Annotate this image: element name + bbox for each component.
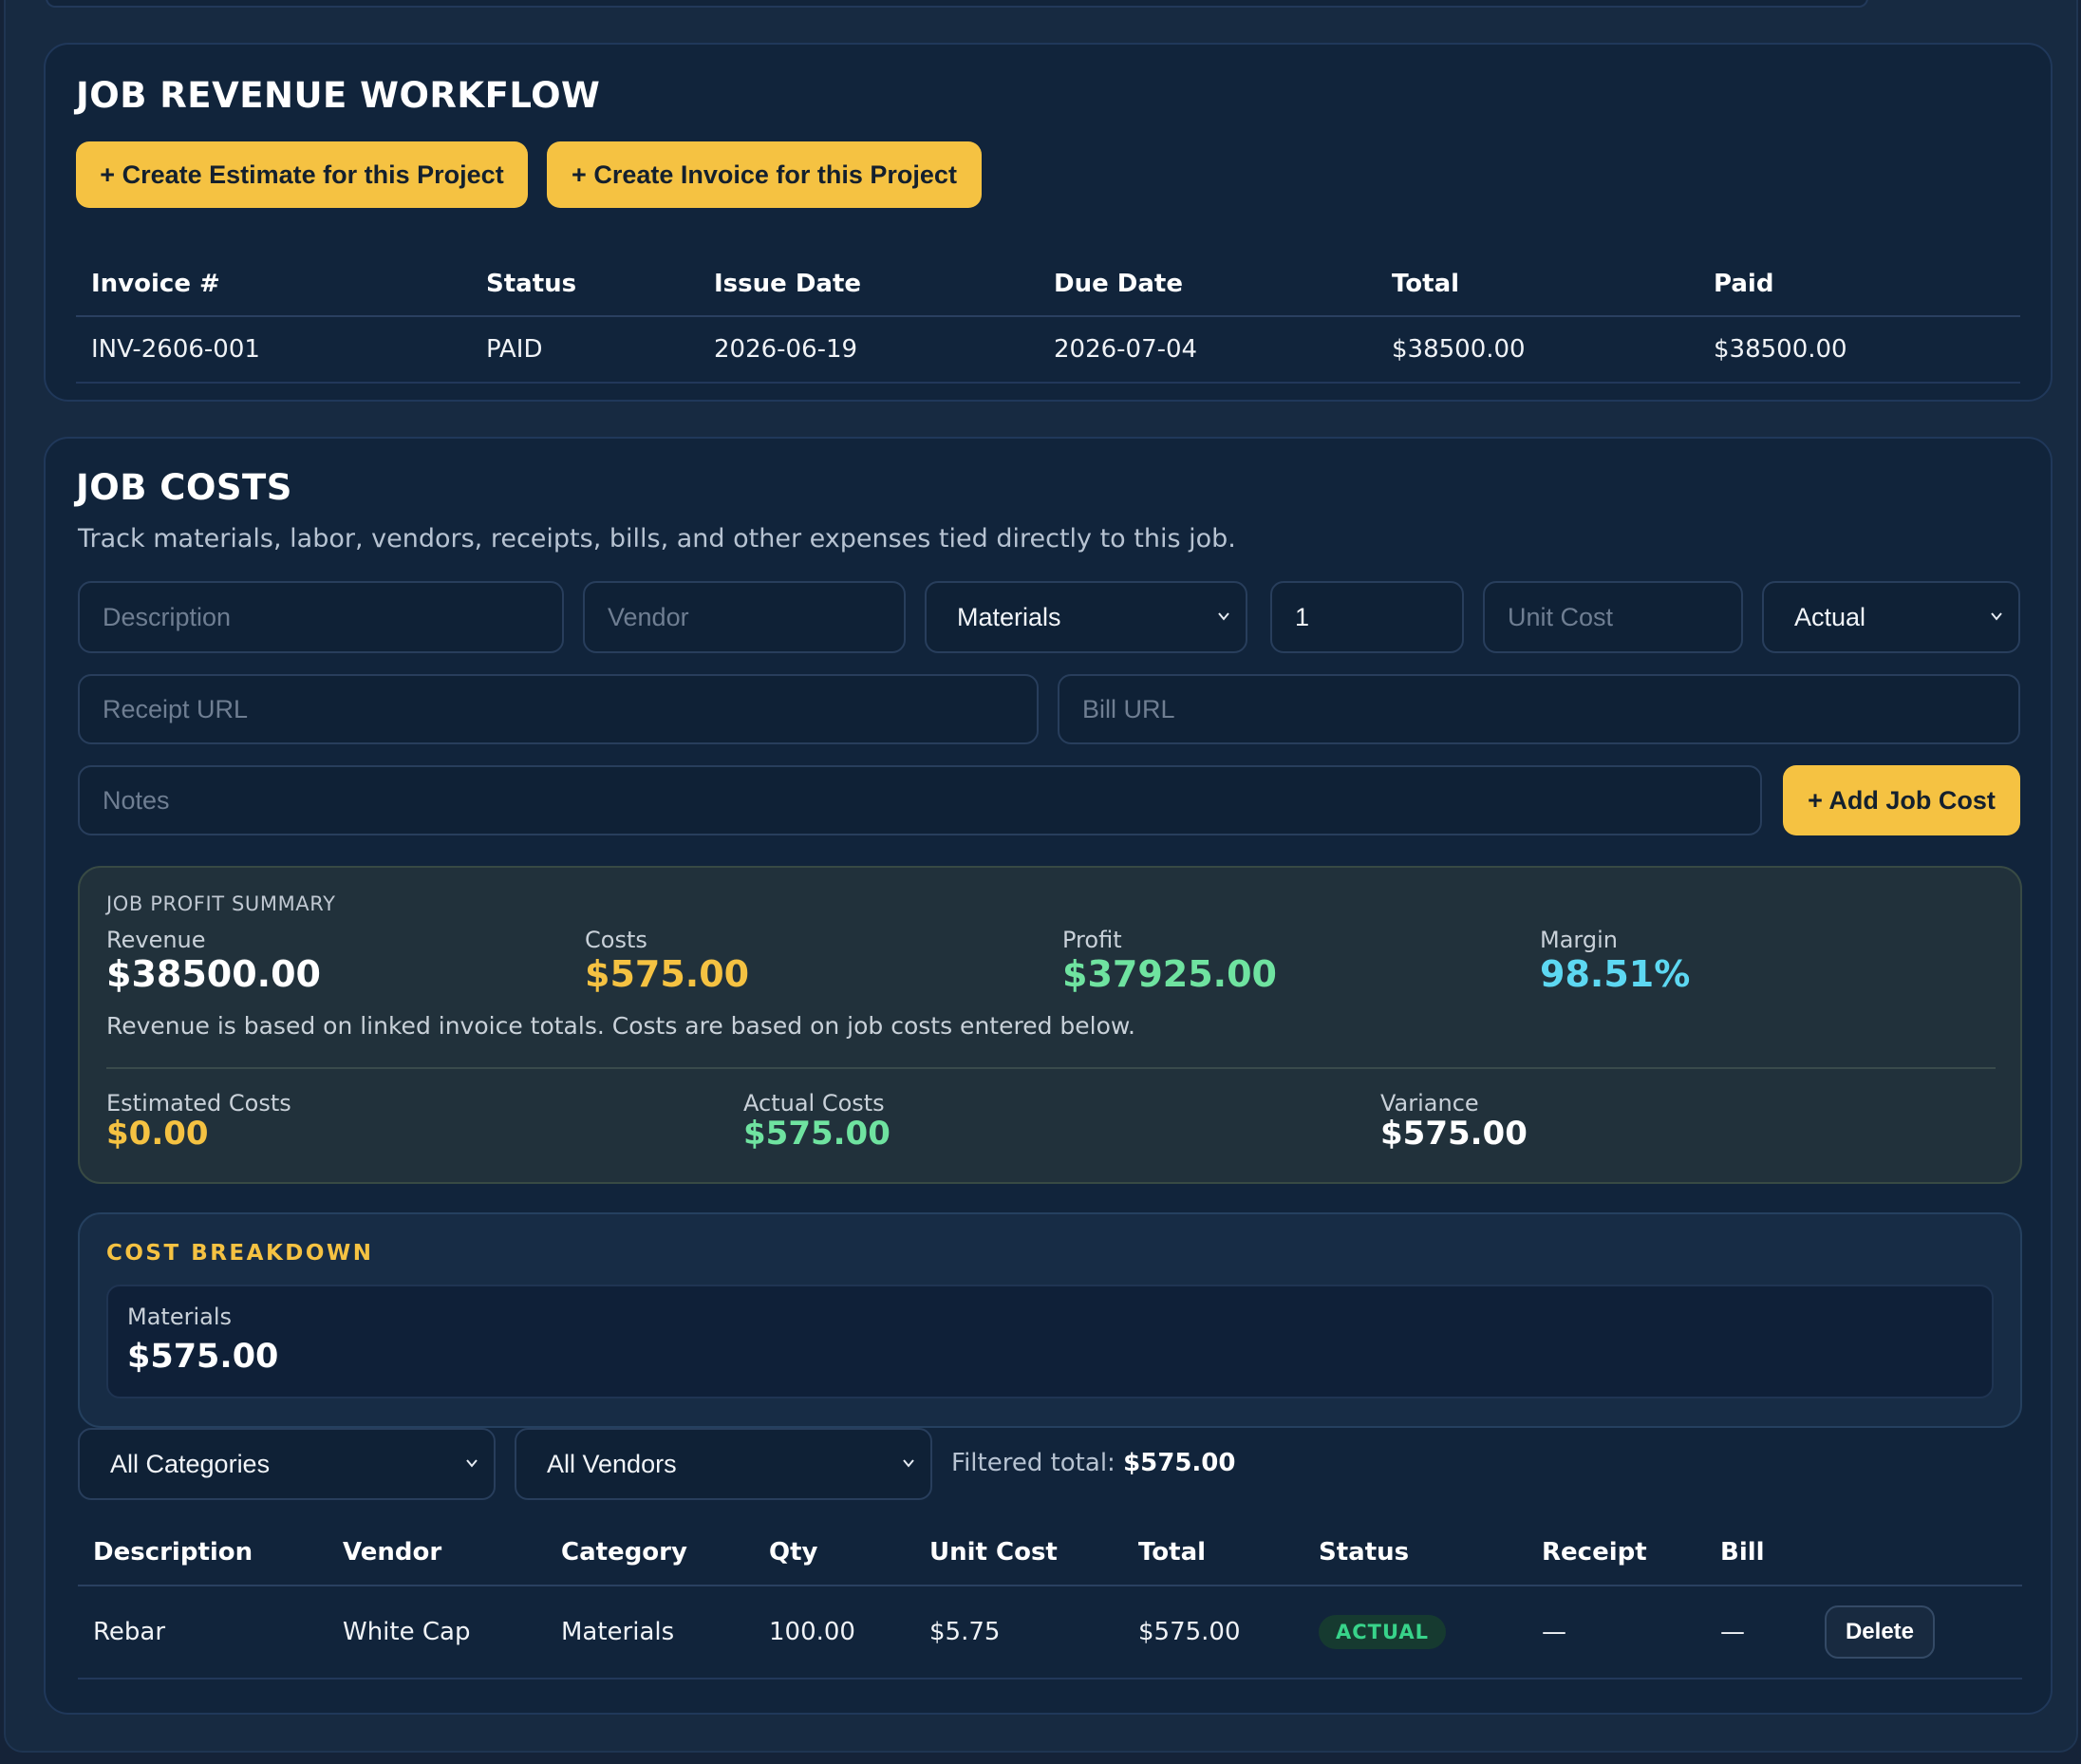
job-profit-summary: JOB PROFIT SUMMARY Revenue $38500.00 Cos…	[78, 866, 2022, 1184]
status-badge: ACTUAL	[1319, 1615, 1447, 1649]
invoice-total: $38500.00	[1377, 316, 1698, 384]
cost-qty: 100.00	[754, 1586, 914, 1680]
notes-input[interactable]	[78, 765, 1762, 835]
actual-costs-label: Actual Costs	[743, 1090, 885, 1117]
margin-value: 98.51%	[1540, 953, 1691, 995]
cost-status-cell: ACTUAL	[1303, 1586, 1527, 1680]
delete-button[interactable]: Delete	[1825, 1605, 1935, 1659]
costs-label: Costs	[585, 927, 647, 953]
cost-type-select[interactable]: Actual	[1762, 581, 2020, 653]
cost-breakdown: COST BREAKDOWN Materials $575.00	[78, 1212, 2022, 1428]
summary-note: Revenue is based on linked invoice total…	[106, 1012, 1135, 1040]
cost-breakdown-heading: COST BREAKDOWN	[106, 1241, 374, 1266]
estimated-costs-label: Estimated Costs	[106, 1090, 291, 1117]
invoice-table: Invoice # Status Issue Date Due Date Tot…	[76, 252, 2020, 384]
cost-actions: Delete	[1809, 1586, 2022, 1680]
breakdown-item: Materials $575.00	[106, 1285, 1994, 1398]
costs-subtitle: Track materials, labor, vendors, receipt…	[78, 524, 1236, 554]
invoice-paid: $38500.00	[1698, 316, 2020, 384]
filtered-total: Filtered total: $575.00	[951, 1449, 1235, 1477]
category-select-value: Materials	[957, 602, 1061, 631]
breakdown-category: Materials	[127, 1304, 233, 1330]
cost-type-select-value: Actual	[1794, 602, 1866, 631]
col-invoice-number: Invoice #	[76, 252, 471, 317]
estimated-costs-value: $0.00	[106, 1115, 209, 1153]
col-qty: Qty	[754, 1519, 914, 1586]
chevron-down-icon	[1218, 612, 1229, 621]
costs-value: $575.00	[585, 953, 750, 995]
cost-bill: —	[1705, 1586, 1809, 1680]
add-job-cost-button[interactable]: + Add Job Cost	[1783, 765, 2020, 835]
category-select[interactable]: Materials	[925, 581, 1247, 653]
margin-label: Margin	[1540, 927, 1618, 953]
table-row[interactable]: Rebar White Cap Materials 100.00 $5.75 $…	[78, 1586, 2022, 1680]
profit-label: Profit	[1062, 927, 1122, 953]
col-paid: Paid	[1698, 252, 2020, 317]
col-issue-date: Issue Date	[699, 252, 1039, 317]
actual-costs-value: $575.00	[743, 1115, 891, 1153]
cost-unit-cost: $5.75	[914, 1586, 1123, 1680]
chevron-down-icon	[466, 1459, 478, 1468]
revenue-value: $38500.00	[106, 953, 321, 995]
revenue-label: Revenue	[106, 927, 206, 953]
job-cost-table: Description Vendor Category Qty Unit Cos…	[78, 1519, 2022, 1680]
quantity-input[interactable]: 1	[1270, 581, 1464, 653]
col-actions	[1809, 1519, 2022, 1586]
col-receipt: Receipt	[1527, 1519, 1705, 1586]
breakdown-amount: $575.00	[127, 1338, 279, 1376]
bill-url-input[interactable]	[1058, 674, 2020, 744]
col-total: Total	[1123, 1519, 1303, 1586]
costs-section-title: JOB COSTS	[76, 467, 292, 508]
quantity-input-value: 1	[1295, 602, 1310, 631]
description-input[interactable]	[78, 581, 564, 653]
invoice-due-date: 2026-07-04	[1039, 316, 1377, 384]
cost-category: Materials	[546, 1586, 754, 1680]
job-costs-card: JOB COSTS Track materials, labor, vendor…	[44, 437, 2053, 1715]
summary-divider	[106, 1067, 1996, 1069]
variance-value: $575.00	[1380, 1115, 1528, 1153]
notes-textarea-bottom-edge[interactable]	[46, 0, 1868, 8]
vendor-filter-value: All Vendors	[547, 1449, 677, 1478]
col-category: Category	[546, 1519, 754, 1586]
col-vendor: Vendor	[328, 1519, 546, 1586]
col-total: Total	[1377, 252, 1698, 317]
col-status: Status	[1303, 1519, 1527, 1586]
receipt-url-input[interactable]	[78, 674, 1039, 744]
vendor-input[interactable]	[583, 581, 906, 653]
revenue-section-title: JOB REVENUE WORKFLOW	[76, 75, 601, 116]
col-due-date: Due Date	[1039, 252, 1377, 317]
cost-vendor: White Cap	[328, 1586, 546, 1680]
invoice-table-header: Invoice # Status Issue Date Due Date Tot…	[76, 252, 2020, 317]
cost-table-header: Description Vendor Category Qty Unit Cos…	[78, 1519, 2022, 1586]
invoice-number: INV-2606-001	[76, 316, 471, 384]
cost-total: $575.00	[1123, 1586, 1303, 1680]
create-estimate-button[interactable]: + Create Estimate for this Project	[76, 141, 528, 208]
chevron-down-icon	[1991, 612, 2002, 621]
unit-cost-input[interactable]	[1483, 581, 1743, 653]
cost-receipt: —	[1527, 1586, 1705, 1680]
col-unit-cost: Unit Cost	[914, 1519, 1123, 1586]
invoice-issue-date: 2026-06-19	[699, 316, 1039, 384]
col-description: Description	[78, 1519, 328, 1586]
create-invoice-button[interactable]: + Create Invoice for this Project	[547, 141, 982, 208]
category-filter-value: All Categories	[110, 1449, 271, 1478]
filtered-total-label: Filtered total:	[951, 1449, 1115, 1477]
invoice-status: PAID	[471, 316, 699, 384]
profit-value: $37925.00	[1062, 953, 1277, 995]
col-bill: Bill	[1705, 1519, 1809, 1586]
summary-heading: JOB PROFIT SUMMARY	[106, 892, 336, 915]
vendor-filter-select[interactable]: All Vendors	[515, 1428, 932, 1500]
variance-label: Variance	[1380, 1090, 1479, 1117]
job-revenue-workflow-card: JOB REVENUE WORKFLOW + Create Estimate f…	[44, 43, 2053, 402]
chevron-down-icon	[903, 1459, 914, 1468]
table-row[interactable]: INV-2606-001 PAID 2026-06-19 2026-07-04 …	[76, 316, 2020, 384]
cost-description: Rebar	[78, 1586, 328, 1680]
filtered-total-value: $575.00	[1123, 1449, 1236, 1477]
category-filter-select[interactable]: All Categories	[78, 1428, 496, 1500]
col-status: Status	[471, 252, 699, 317]
